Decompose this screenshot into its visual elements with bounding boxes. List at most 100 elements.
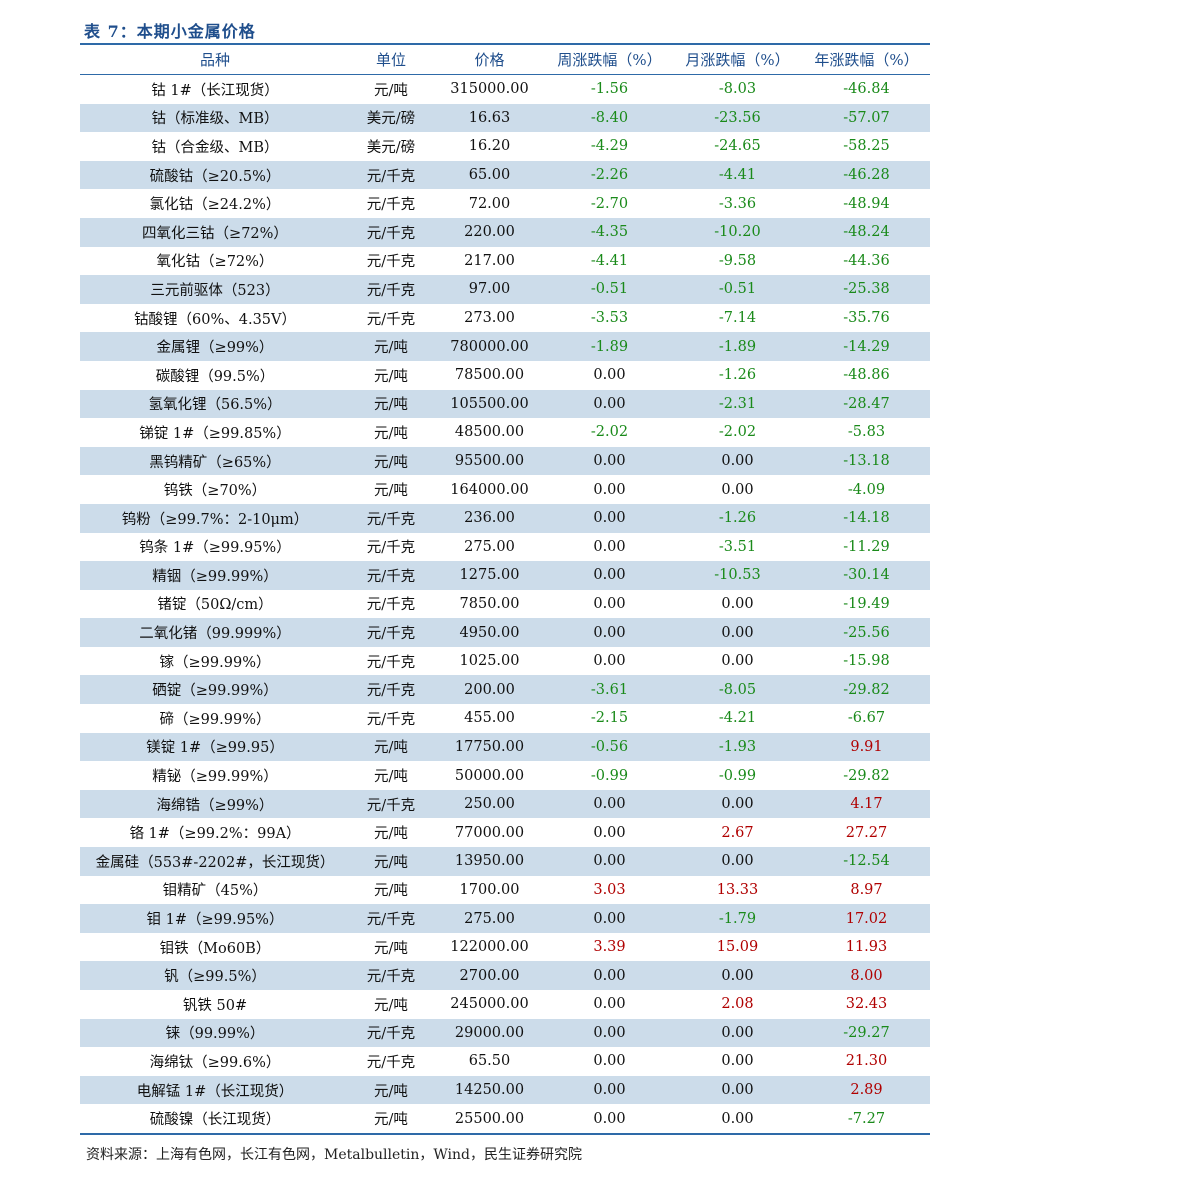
cell-monthly-change: -8.03 [718,81,757,98]
cell-price: 25500.00 [454,1110,525,1127]
table-row: 碲（≥99.99%） 元/千克 455.00 -2.15 -4.21 -6.67 [80,704,930,733]
table-row: 铬 1#（≥99.2%：99A） 元/吨 77000.00 0.00 2.67 27.27 [80,818,930,847]
cell-unit: 元/吨 [350,1075,432,1105]
table-row: 精铟（≥99.99%） 元/千克 1275.00 0.00 -10.53 -30.14 [80,561,930,590]
cell-yearly-change: -29.27 [803,1018,930,1048]
header-unit: 单位 [350,44,432,75]
cell-unit: 元/千克 [350,789,432,819]
cell-weekly-change: -0.99 [590,767,629,784]
cell-monthly-change: -1.26 [718,367,757,384]
cell-unit: 元/吨 [350,389,432,419]
cell-yearly-change: 4.17 [803,789,930,819]
cell-price: 250.00 [432,789,547,819]
cell-monthly-change: 0.00 [672,1018,803,1048]
cell-product: 海绵锆（≥99%） [80,789,350,819]
table-row: 碳酸锂（99.5%） 元/吨 78500.00 0.00 -1.26 -48.86 [80,361,930,390]
table-row: 钴 1#（长江现货） 元/吨 315000.00 -1.56 -8.03 -46.84 [80,75,930,104]
cell-unit: 元/吨 [374,368,408,385]
cell-yearly-change: -12.54 [803,847,930,876]
cell-price: 48500.00 [454,424,525,441]
cell-monthly-change: 0.00 [672,1075,803,1105]
table-row: 铼（99.99%） 元/千克 29000.00 0.00 0.00 -29.27 [80,1018,930,1048]
cell-yearly-change: 8.97 [850,881,883,898]
cell-monthly-change: -10.53 [672,561,803,590]
cell-price: 13950.00 [432,847,547,876]
cell-product: 铼（99.99%） [80,1018,350,1048]
cell-product: 金属锂（≥99%） [80,332,350,361]
cell-monthly-change: 0.00 [672,618,803,647]
cell-yearly-change: -6.67 [847,710,886,727]
cell-product: 硒锭（≥99.99%） [80,675,350,705]
cell-weekly-change: 0.00 [593,1110,626,1127]
cell-weekly-change: -4.41 [590,252,629,269]
cell-unit: 元/吨 [350,446,432,476]
cell-product: 钼精矿（45%） [162,883,268,900]
table-row: 锗锭（50Ω/cm） 元/千克 7850.00 0.00 0.00 -19.49 [80,590,930,619]
cell-yearly-change: -5.83 [847,424,886,441]
cell-product: 钒铁 50# [182,997,248,1014]
cell-price: 77000.00 [454,824,525,841]
cell-yearly-change: -7.27 [847,1110,886,1127]
cell-weekly-change: 0.00 [593,538,626,555]
cell-product: 三元前驱体（523） [80,275,350,304]
cell-unit: 元/吨 [374,82,408,99]
cell-monthly-change: -2.31 [672,389,803,419]
cell-monthly-change: 0.00 [721,1110,754,1127]
cell-monthly-change: -24.65 [714,138,761,155]
table-row: 钼铁（Mo60B） 元/吨 122000.00 3.39 15.09 11.93 [80,933,930,962]
cell-monthly-change: 0.00 [672,847,803,876]
cell-product: 黑钨精矿（≥65%） [80,446,350,476]
cell-product: 氢氧化锂（56.5%） [80,389,350,419]
cell-product: 锑锭 1#（≥99.85%） [139,425,291,442]
cell-product: 精铋（≥99.99%） [152,769,278,786]
table-row: 硫酸钴（≥20.5%） 元/千克 65.00 -2.26 -4.41 -46.28 [80,160,930,190]
cell-unit: 元/吨 [350,732,432,762]
cell-monthly-change: 0.00 [721,595,754,612]
table-row: 海绵钛（≥99.6%） 元/千克 65.50 0.00 0.00 21.30 [80,1047,930,1076]
cell-monthly-change: 0.00 [672,789,803,819]
cell-price: 122000.00 [450,939,529,956]
source-note: 资料来源：上海有色网，长江有色网，Metalbulletin，Wind，民生证券… [86,1147,583,1163]
cell-unit: 元/吨 [374,883,408,900]
cell-yearly-change: -48.24 [803,217,930,247]
cell-weekly-change: 3.39 [593,939,626,956]
cell-unit: 元/千克 [350,275,432,304]
cell-unit: 元/千克 [350,561,432,590]
cell-product: 电解锰 1#（长江现货） [80,1075,350,1105]
cell-price: 220.00 [432,217,547,247]
header-yearly: 年涨跌幅（%） [803,44,930,75]
cell-product: 钴（标准级、MB） [80,103,350,133]
cell-yearly-change: 9.91 [803,732,930,762]
cell-monthly-change: 0.00 [672,446,803,476]
cell-yearly-change: 32.43 [845,996,888,1013]
cell-product: 碲（≥99.99%） [159,711,271,728]
cell-price: 29000.00 [432,1018,547,1048]
cell-unit: 美元/磅 [350,103,432,133]
cell-weekly-change: 0.00 [547,446,672,476]
cell-price: 105500.00 [432,389,547,419]
table-row: 钒铁 50# 元/吨 245000.00 0.00 2.08 32.43 [80,990,930,1019]
cell-product: 钨铁（≥70%） [163,483,267,500]
table-row: 硒锭（≥99.99%） 元/千克 200.00 -3.61 -8.05 -29.82 [80,675,930,705]
cell-product: 四氧化三钴（≥72%） [80,217,350,247]
cell-weekly-change: -1.89 [547,332,672,361]
cell-weekly-change: 0.00 [547,904,672,933]
cell-weekly-change: 0.00 [593,1053,626,1070]
cell-monthly-change: -23.56 [672,103,803,133]
cell-weekly-change: 0.00 [547,961,672,990]
cell-price: 95500.00 [432,446,547,476]
table-row: 金属硅（553#-2202#，长江现货） 元/吨 13950.00 0.00 0.00-… [80,847,930,876]
cell-price: 275.00 [432,904,547,933]
cell-product: 金属硅（553#-2202#，长江现货） [80,847,350,876]
cell-product: 镓（≥99.99%） [159,654,271,671]
cell-yearly-change: -25.38 [803,275,930,304]
cell-monthly-change: 0.00 [721,653,754,670]
cell-monthly-change: -4.41 [672,160,803,190]
cell-price: 1700.00 [459,881,520,898]
cell-price: 236.00 [432,503,547,533]
cell-unit: 元/千克 [350,618,432,647]
cell-yearly-change: 27.27 [845,824,888,841]
cell-unit: 元/吨 [374,997,408,1014]
cell-unit: 元/吨 [374,940,408,957]
cell-price: 97.00 [432,275,547,304]
